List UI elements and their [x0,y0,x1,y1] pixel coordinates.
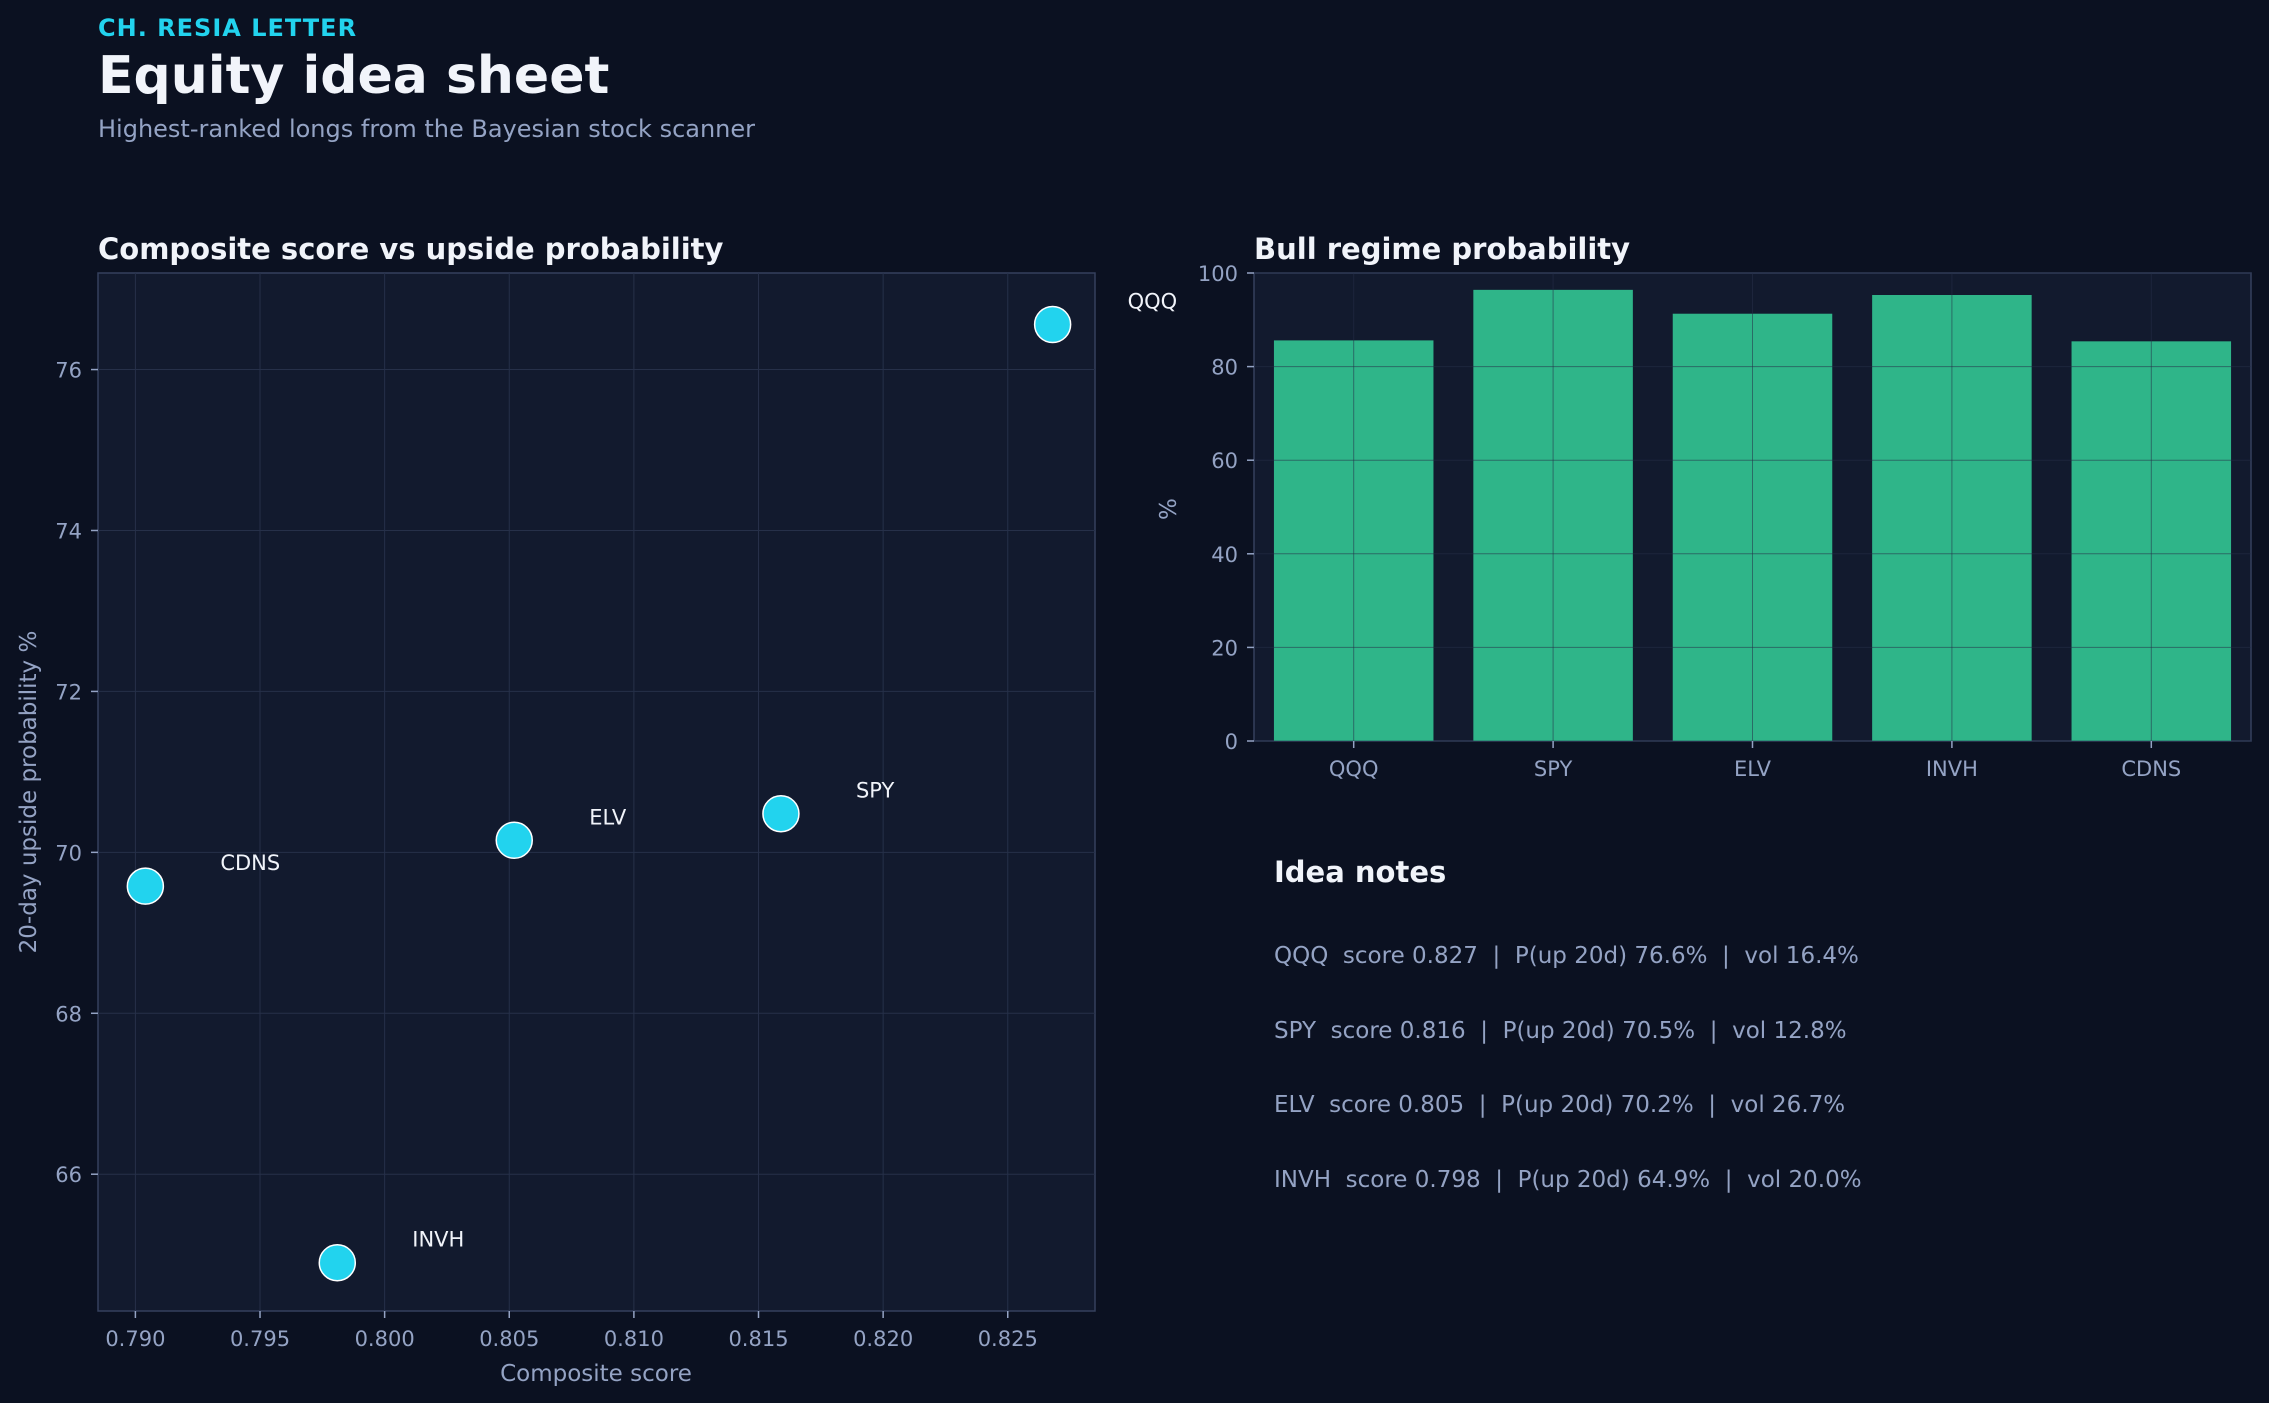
scatter-points: QQQ SPY ELV INVH CDNS [126,289,1178,1282]
bar-x-ticks: QQQ SPY ELV INVH CDNS [1329,741,2181,781]
bar-y-tick-label: 40 [1211,543,1238,567]
scatter-x-ticks: 0.790 0.795 0.800 0.805 0.810 0.815 0.820 0.825 [105,1311,1038,1351]
note-line-qqq: QQQ score 0.827 | P(up 20d) 76.6% | vol … [1274,943,1859,969]
scatter-point-qqq [1033,305,1072,344]
bar-x-tick-label: QQQ [1329,757,1379,781]
scatter-x-tick-label: 0.820 [853,1327,913,1351]
bar-y-tick-label: 100 [1198,262,1238,286]
scatter-point-cdns [126,867,165,905]
bar-x-tick-label: INVH [1926,757,1978,781]
scatter-y-tick-label: 70 [55,841,82,865]
bar-chart-title: Bull regime probability [1254,232,1630,266]
scatter-chart: Composite score vs upside probability 0.… [16,232,1177,1387]
note-line-elv: ELV score 0.805 | P(up 20d) 70.2% | vol … [1274,1092,1846,1118]
scatter-x-tick-label: 0.800 [355,1327,415,1351]
scatter-chart-title: Composite score vs upside probability [98,232,724,266]
bar-x-tick-label: CDNS [2121,757,2181,781]
bar-x-tick-label: ELV [1734,757,1772,781]
scatter-x-tick-label: 0.795 [230,1327,290,1351]
bar-y-tick-label: 80 [1211,356,1238,380]
scatter-y-tick-label: 72 [55,680,82,704]
scatter-point-label-invh: INVH [412,1228,464,1252]
scatter-x-tick-label: 0.805 [479,1327,539,1351]
note-line-spy: SPY score 0.816 | P(up 20d) 70.5% | vol … [1274,1018,1847,1044]
scatter-y-tick-label: 76 [55,359,82,383]
scatter-point-label-spy: SPY [856,779,895,803]
bar-chart: Bull regime probability 0 20 40 60 80 100 QQQ… [1156,232,2252,781]
page-header: CH. RESIA LETTER Equity idea sheet Highe… [98,0,1498,160]
kicker-label: CH. RESIA LETTER [98,14,358,42]
scatter-y-tick-label: 66 [55,1163,82,1187]
bar-grid [1254,272,2251,742]
scatter-point-label-qqq: QQQ [1128,289,1178,313]
scatter-point-elv [495,821,533,860]
bar-y-tick-label: 0 [1225,730,1238,754]
scatter-y-ticks: 66 68 70 72 74 76 [55,359,98,1187]
scatter-point-label-elv: ELV [589,805,627,829]
scatter-plot-area [97,272,1096,1312]
scatter-x-axis-label: Composite score [500,1361,692,1387]
scatter-point-invh [318,1243,357,1282]
bar-y-tick-label: 60 [1211,449,1238,473]
scatter-y-tick-label: 74 [55,519,82,543]
page-subtitle: Highest-ranked longs from the Bayesian s… [98,115,756,143]
scatter-x-tick-label: 0.825 [978,1327,1038,1351]
idea-notes-title: Idea notes [1274,855,1447,889]
scatter-y-tick-label: 68 [55,1002,82,1026]
page-title: Equity idea sheet [98,46,610,106]
bar-y-tick-label: 20 [1211,636,1238,660]
scatter-grid [98,273,1095,1311]
scatter-x-tick-label: 0.815 [728,1327,788,1351]
bar-y-axis-label: % [1156,498,1182,520]
note-line-invh: INVH score 0.798 | P(up 20d) 64.9% | vol… [1274,1167,1862,1193]
bar-y-ticks: 0 20 40 60 80 100 [1198,262,1254,754]
scatter-point-spy [762,794,800,833]
scatter-x-tick-label: 0.790 [105,1327,165,1351]
idea-notes: Idea notes QQQ score 0.827 | P(up 20d) 7… [1274,850,2174,1230]
scatter-x-tick-label: 0.810 [604,1327,664,1351]
scatter-y-axis-label: 20-day upside probability % [16,631,42,954]
scatter-point-label-cdns: CDNS [220,851,280,875]
bar-x-tick-label: SPY [1534,757,1573,781]
